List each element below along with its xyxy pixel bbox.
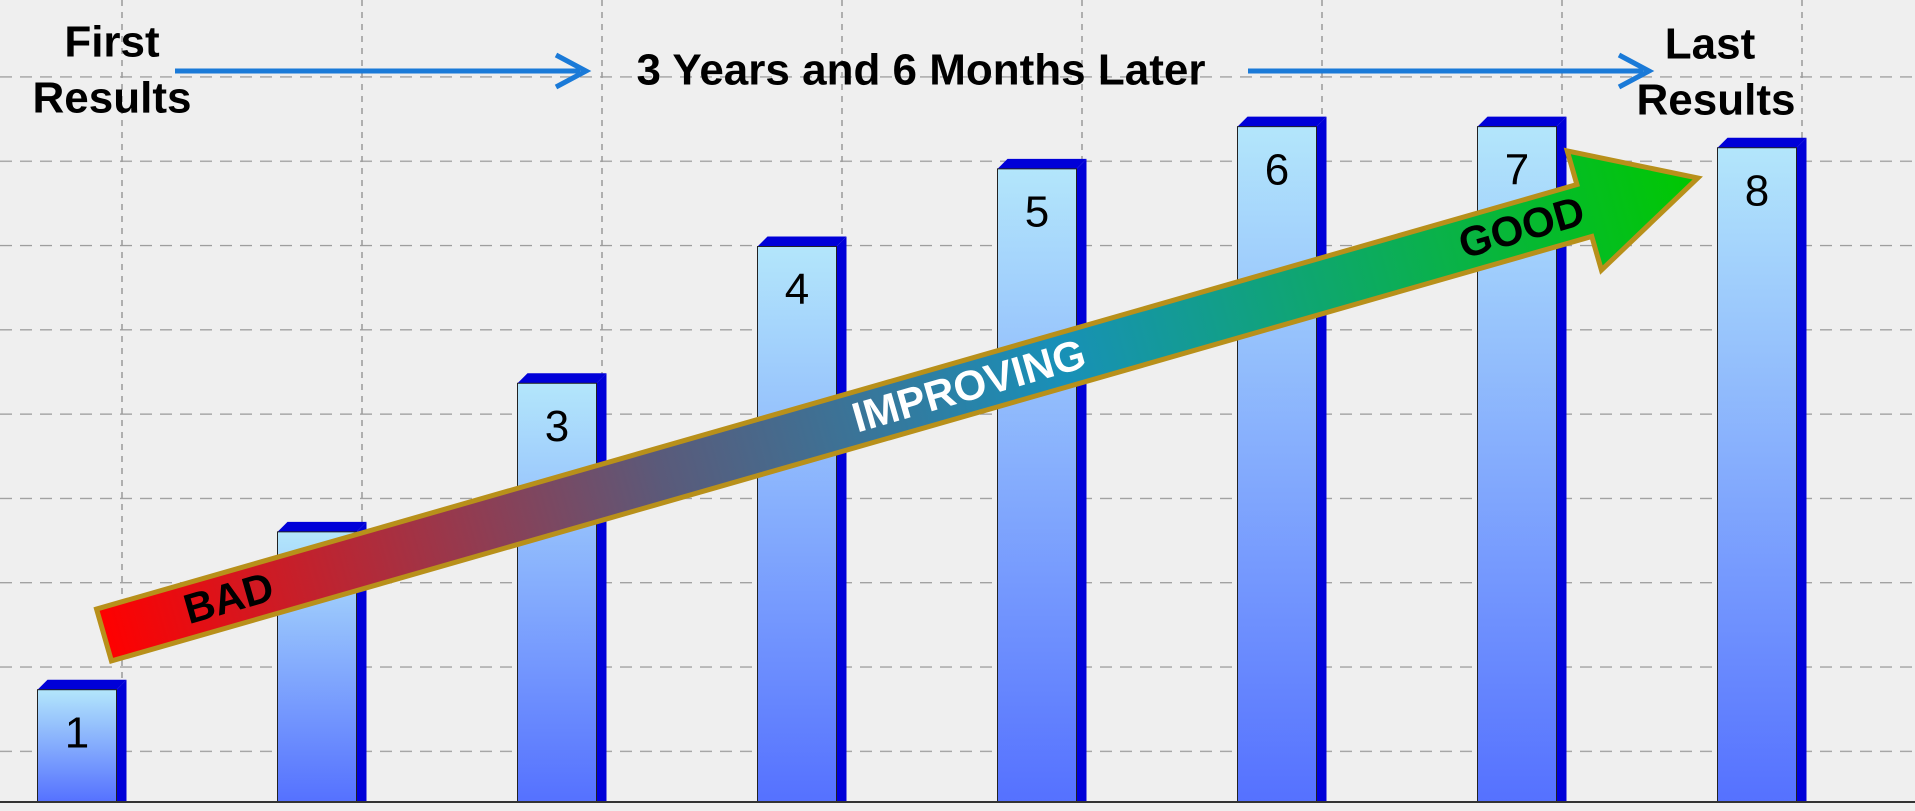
timeline: First Results 3 Years and 6 Months Later… [33,18,1796,125]
bar-label: 5 [1025,187,1049,236]
bar [1237,126,1317,803]
bar-top [1477,116,1567,127]
bar-label: 3 [545,402,569,451]
bar-side [1076,158,1087,802]
bar-side [1316,116,1327,802]
bar-label: 1 [65,708,89,757]
trend-arrow-shape [93,147,1703,665]
annotation: Results [1637,76,1796,125]
bar [1717,147,1797,803]
bar-label: 4 [785,265,809,314]
bar [37,689,117,803]
bar-side [1796,137,1807,803]
bar-side [1556,116,1567,802]
bar-label: 6 [1265,145,1289,194]
timeline-arrowhead [1617,52,1655,90]
bar-top [517,373,607,384]
bar-top [757,236,847,247]
bar-top [997,158,1087,169]
bar-top [1237,116,1327,127]
bar-top [277,521,367,532]
annotation: Results [33,74,192,123]
timeline-arrowhead [554,52,592,90]
bar [997,168,1077,803]
bar [757,246,837,803]
bar-side [836,236,847,803]
bar-top [37,679,127,690]
annotation: First [64,18,160,67]
bar [517,382,597,803]
bar-top [1717,137,1807,148]
bar-label: 8 [1745,166,1769,215]
bar-label: 7 [1505,145,1529,194]
bar-side [116,679,127,802]
bar-side [596,373,607,802]
annotation: Last [1665,20,1756,69]
annotation: 3 Years and 6 Months Later [637,46,1206,95]
